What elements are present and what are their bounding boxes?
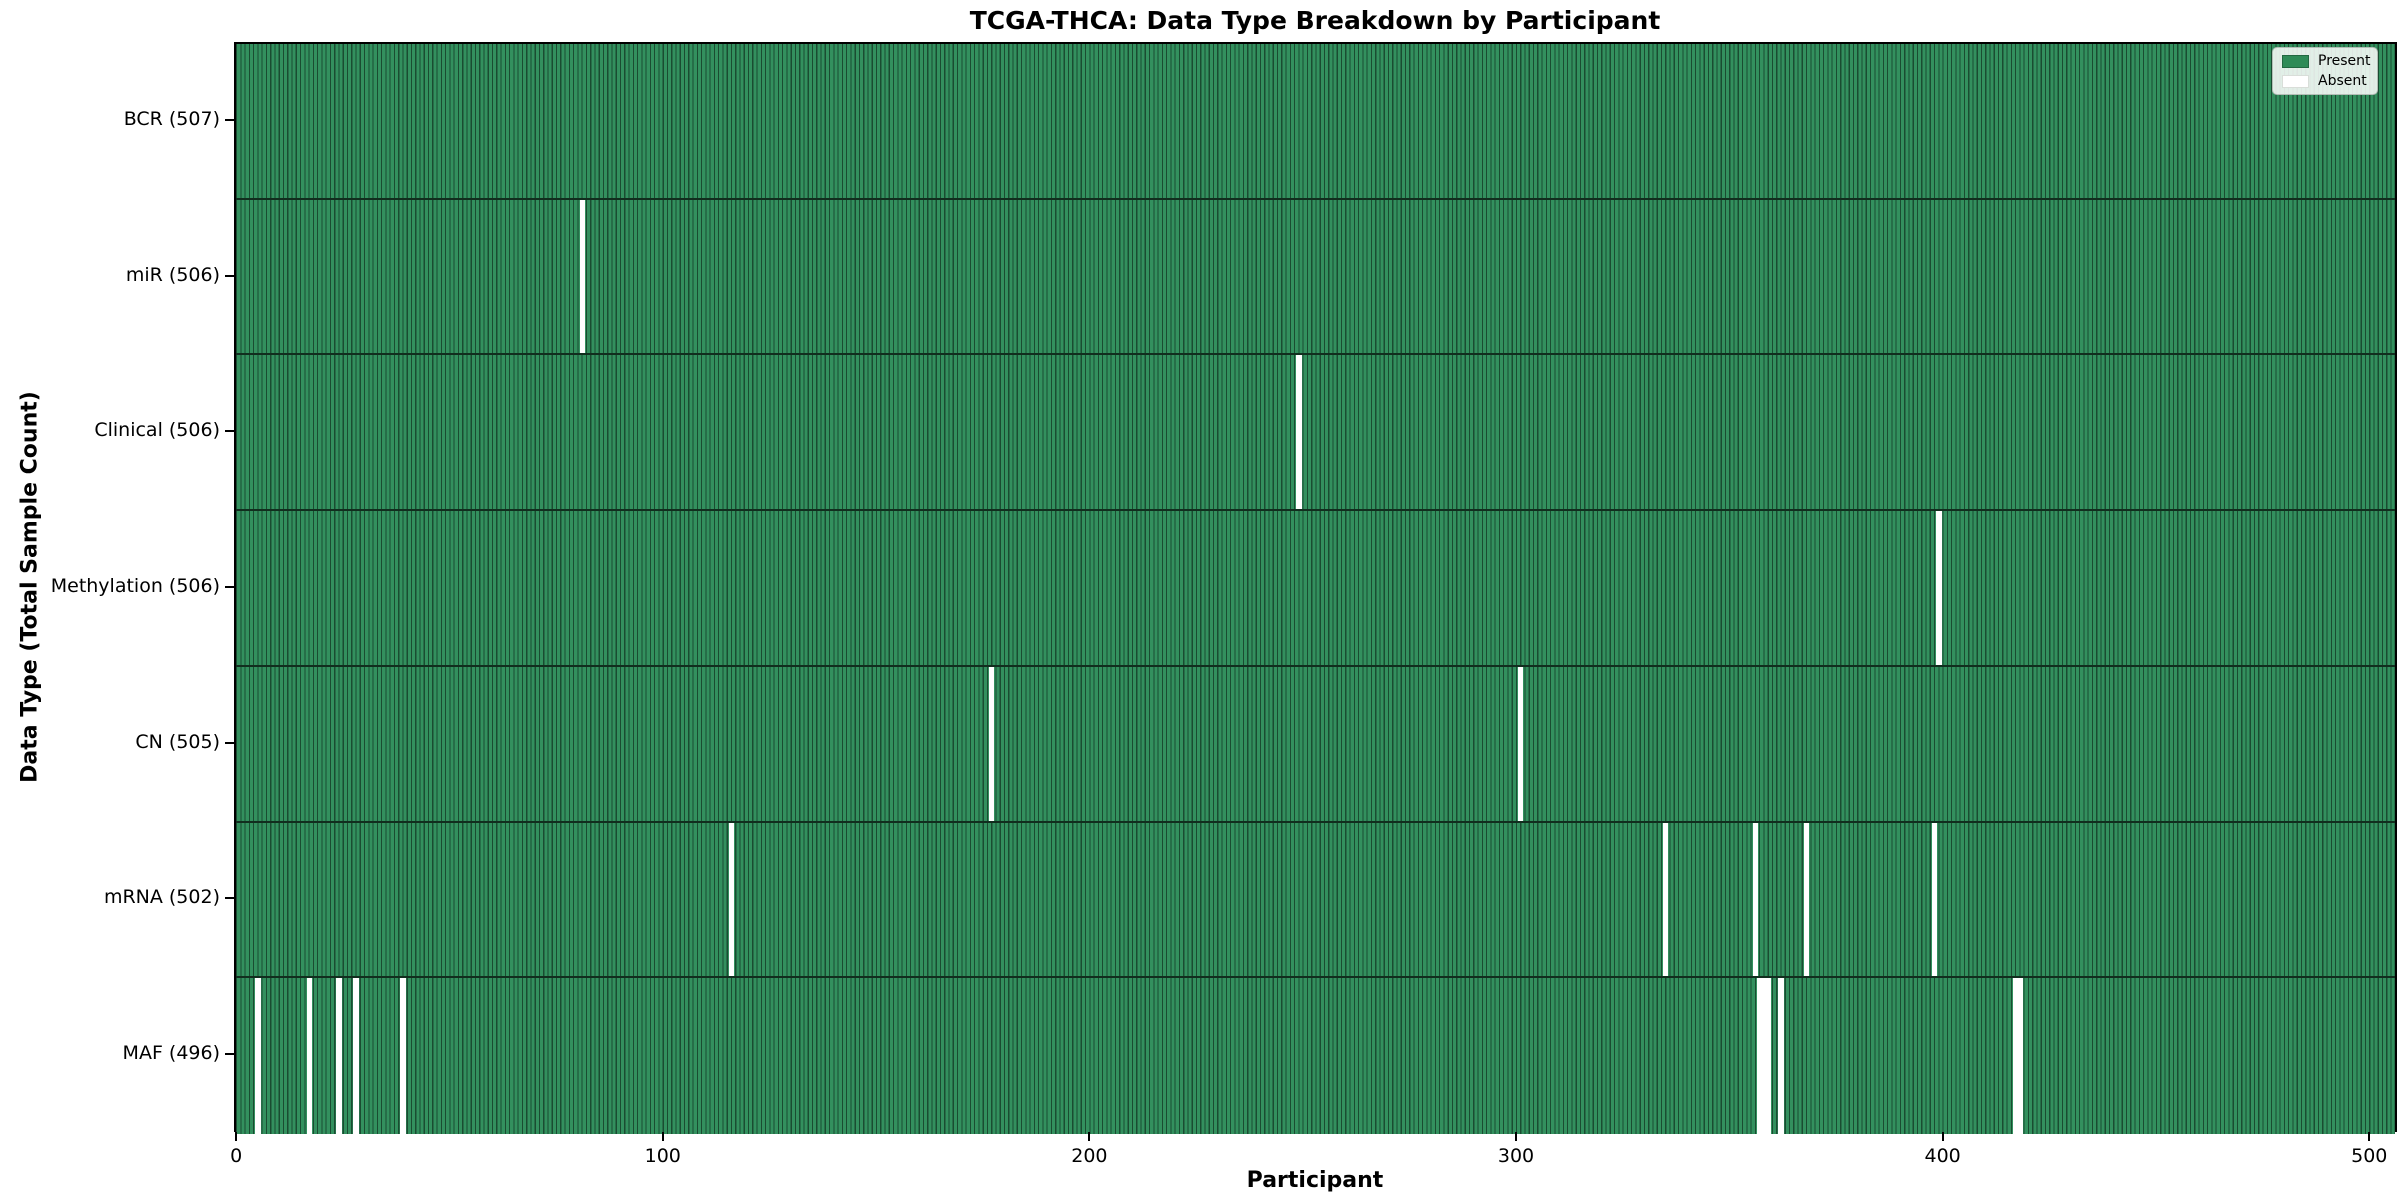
y-tick: [225, 1053, 234, 1056]
chart-title: TCGA-THCA: Data Type Breakdown by Partic…: [969, 6, 1661, 35]
absent-gap: [1778, 978, 1784, 1134]
legend-label-present: Present: [2318, 53, 2371, 69]
y-tick: [225, 741, 234, 744]
absent-gap: [1757, 978, 1763, 1134]
chart-row-mir: [236, 199, 2395, 356]
y-tick: [225, 897, 234, 900]
absent-gap: [400, 978, 406, 1134]
x-axis-label: Participant: [1246, 1168, 1384, 1193]
absent-gap: [306, 978, 312, 1134]
x-tick: [235, 1132, 238, 1141]
absent-gap: [2013, 978, 2019, 1134]
x-tick: [1941, 1132, 1944, 1141]
x-tick: [1088, 1132, 1091, 1141]
x-tick-label: 100: [644, 1145, 681, 1167]
absent-gap: [353, 978, 359, 1134]
x-tick-label: 400: [1924, 1145, 1961, 1167]
absent-gap: [1931, 822, 1938, 977]
y-tick: [225, 586, 234, 588]
absent-gap: [336, 978, 342, 1134]
plot-area: [234, 42, 2397, 1134]
absent-gap: [728, 822, 735, 977]
absent-gap: [1518, 666, 1524, 821]
y-tick-label: CN (505): [135, 730, 220, 753]
present-swatch-icon: [2282, 54, 2309, 68]
chart-row-methylation: [236, 511, 2395, 667]
absent-gap: [989, 666, 995, 821]
absent-gap: [579, 199, 585, 354]
y-tick-label: BCR (507): [123, 107, 220, 130]
y-tick: [225, 430, 234, 433]
absent-gap: [1936, 511, 1942, 665]
absent-gap: [1296, 355, 1302, 510]
y-tick: [225, 118, 234, 121]
x-tick-label: 300: [1497, 1145, 1535, 1167]
absent-swatch-icon: [2282, 74, 2309, 88]
x-tick-label: 200: [1071, 1145, 1108, 1167]
y-tick-label: MAF (496): [122, 1042, 220, 1065]
absent-gap: [1663, 822, 1669, 977]
y-tick-label: Clinical (506): [94, 419, 220, 442]
legend-label-absent: Absent: [2318, 73, 2367, 89]
chart-row-clinical: [236, 355, 2395, 512]
x-tick-label: 500: [2351, 1145, 2388, 1167]
absent-gap: [2017, 978, 2023, 1134]
chart-row-bcr: [236, 44, 2395, 200]
x-tick-label: 0: [230, 1145, 243, 1167]
chart-row-mrna: [236, 822, 2395, 979]
x-tick: [2368, 1132, 2371, 1141]
absent-gap: [255, 978, 261, 1134]
chart-row-maf: [236, 978, 2395, 1134]
x-tick: [1515, 1132, 1517, 1141]
y-tick-label: Methylation (506): [50, 575, 220, 597]
y-tick-label: miR (506): [125, 263, 220, 286]
legend: Present Absent: [2272, 47, 2378, 95]
absent-gap: [1752, 822, 1759, 977]
legend-entry-absent: Absent: [2282, 74, 2368, 88]
x-tick: [661, 1132, 664, 1141]
legend-entry-present: Present: [2282, 53, 2371, 69]
y-tick: [225, 274, 234, 277]
absent-gap: [1803, 822, 1810, 977]
y-tick-label: mRNA (502): [103, 886, 220, 909]
absent-gap: [1761, 978, 1767, 1134]
absent-gap: [1765, 978, 1771, 1134]
chart-row-cn: [236, 666, 2395, 823]
